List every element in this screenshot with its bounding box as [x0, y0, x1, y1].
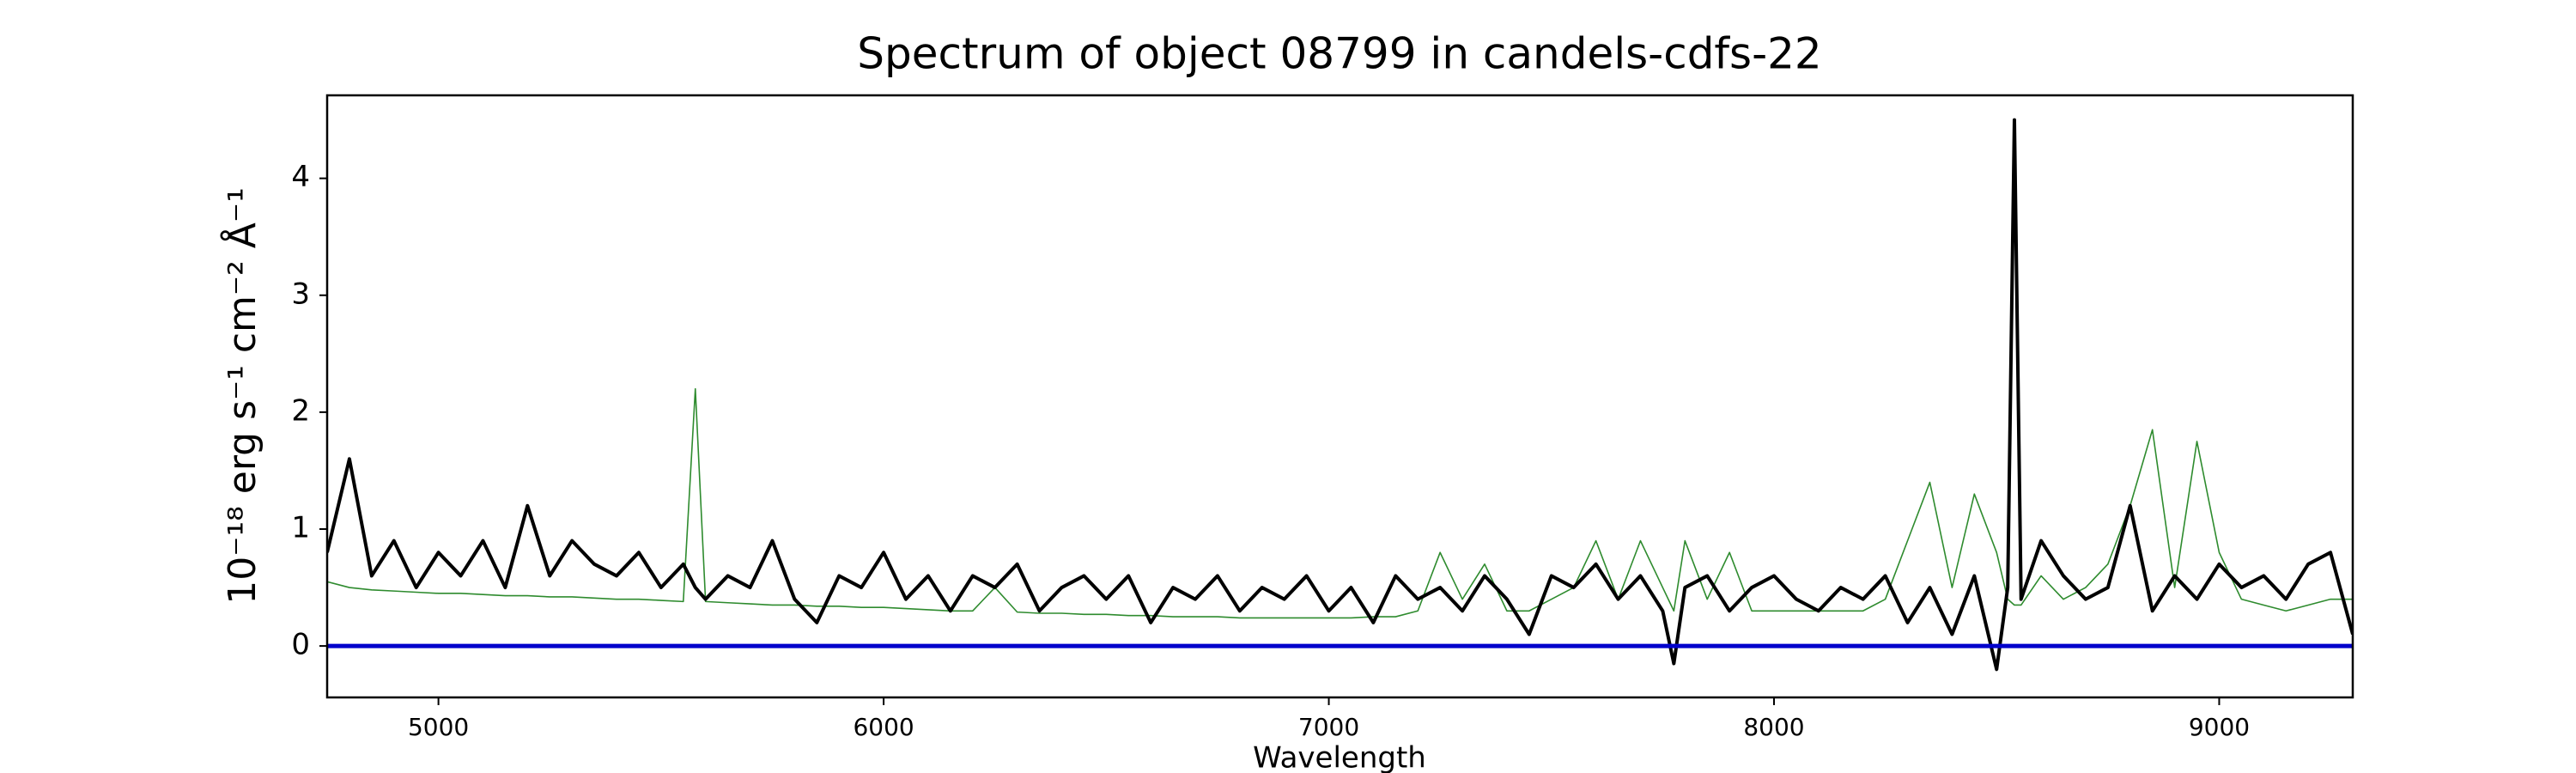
- y-tick-label: 1: [291, 510, 310, 545]
- x-axis-label: Wavelength: [1253, 741, 1426, 773]
- x-tick-label: 8000: [1743, 713, 1804, 741]
- chart-title: Spectrum of object 08799 in candels-cdfs…: [857, 29, 1822, 79]
- y-axis-label: 10⁻¹⁸ erg s⁻¹ cm⁻² Å⁻¹: [219, 187, 264, 604]
- x-tick-label: 7000: [1298, 713, 1359, 741]
- spectrum-line: [327, 118, 2353, 672]
- x-tick-label: 6000: [853, 713, 914, 741]
- y-tick-label: 2: [291, 393, 310, 428]
- y-tick-label: 3: [291, 277, 310, 311]
- y-tick-label: 4: [291, 160, 310, 194]
- y-tick-label: 0: [291, 628, 310, 662]
- x-tick-label: 9000: [2189, 713, 2250, 741]
- spectrum-line: [327, 387, 2353, 619]
- plot-frame: [325, 94, 2354, 699]
- x-tick-label: 5000: [408, 713, 469, 741]
